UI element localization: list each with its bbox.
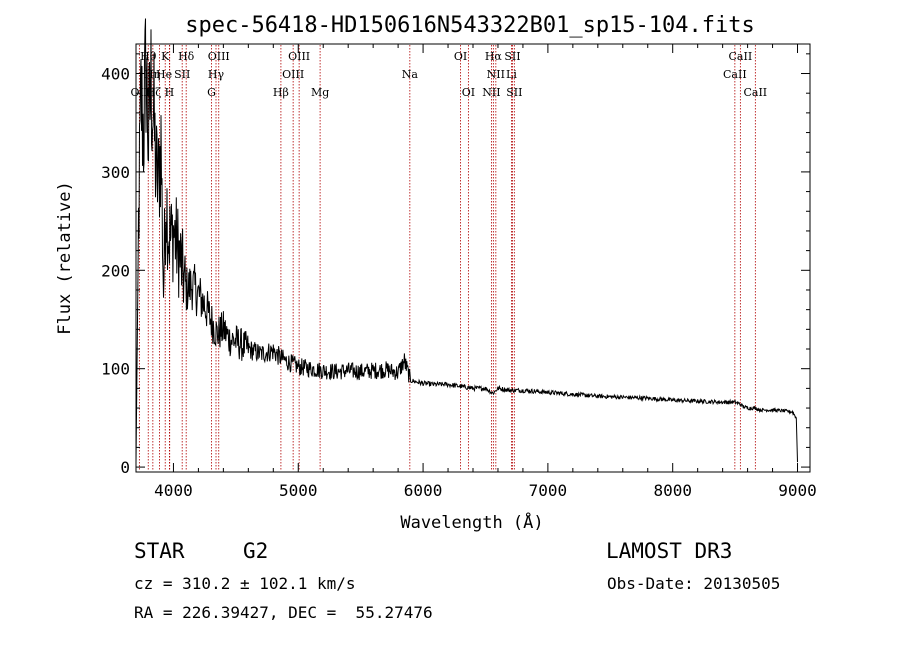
subclass-label: G2 (243, 539, 269, 563)
spectrum-line (135, 18, 798, 463)
line-label: OII (131, 86, 149, 99)
x-axis-label: Wavelength (Å) (400, 511, 543, 533)
x-tick-label: 9000 (778, 481, 817, 500)
y-axis-label: Flux (relative) (55, 181, 75, 335)
emission-line-markers (138, 45, 756, 471)
x-tick-label: 6000 (404, 481, 443, 500)
line-label: Na (402, 68, 419, 81)
y-tick-label: 100 (101, 360, 130, 379)
x-tick-label: 8000 (653, 481, 692, 500)
y-tick-label: 400 (101, 65, 130, 84)
plot-frame (135, 43, 811, 473)
line-label: OIII (282, 68, 304, 81)
line-label: Mg (311, 86, 329, 99)
line-label: OI (454, 50, 467, 63)
line-label: K (161, 50, 170, 63)
line-label: Hβ (273, 86, 289, 99)
line-label: NII (487, 68, 505, 81)
line-label: CaII (723, 68, 747, 81)
line-label: NII (482, 86, 500, 99)
line-label: OIII (208, 50, 230, 63)
line-label: SII (504, 50, 520, 63)
x-tick-label: 4000 (154, 481, 193, 500)
x-tick-label: 5000 (279, 481, 318, 500)
line-label: OI (462, 86, 475, 99)
line-label: CaII (743, 86, 767, 99)
line-label: SII (506, 86, 522, 99)
x-axis: 4000 5000 6000 7000 8000 9000 (154, 44, 817, 500)
y-axis: 0 100 200 300 400 (101, 53, 810, 477)
y-tick-label: 0 (120, 458, 130, 477)
radec-line: RA = 226.39427, DEC = 55.27476 (134, 603, 433, 622)
line-label: G (207, 86, 216, 99)
line-label: CaII (729, 50, 753, 63)
line-label: Hα (485, 50, 503, 63)
redshift-line: cz = 310.2 ± 102.1 km/s (134, 574, 356, 593)
y-tick-label: 200 (101, 261, 130, 280)
survey-label: LAMOST DR3 (606, 539, 733, 563)
x-tick-label: 7000 (529, 481, 568, 500)
line-label: Hη (144, 68, 160, 81)
line-label: OIII (288, 50, 310, 63)
line-label: He (156, 68, 172, 81)
line-label: SII (174, 68, 190, 81)
chart-title: spec-56418-HD150616N543322B01_sp15-104.f… (185, 13, 755, 38)
class-label: STAR (134, 539, 185, 563)
line-label: Hδ (178, 50, 195, 63)
obs-date-line: Obs-Date: 20130505 (607, 574, 781, 593)
line-label: Hγ (208, 68, 225, 81)
y-tick-label: 300 (101, 163, 130, 182)
line-label: Li (506, 68, 517, 81)
line-label: H (165, 86, 175, 99)
